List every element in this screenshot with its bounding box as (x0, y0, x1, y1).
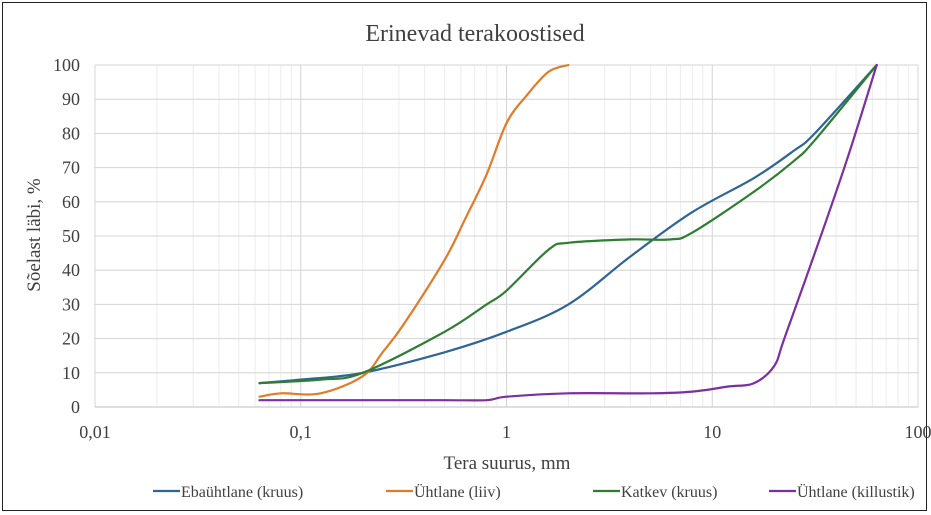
y-tick-label: 90 (62, 89, 80, 109)
legend-label: Ühtlane (liiv) (414, 483, 501, 501)
x-tick-labels: 0,01 0,1 1 10 100 (79, 422, 931, 442)
y-axis-label: Sõelast läbi, % (24, 178, 45, 292)
y-tick-labels: 0 10 20 30 40 50 60 70 80 90 100 (53, 55, 80, 417)
series-line-3 (258, 63, 878, 385)
y-tick-label: 70 (62, 158, 80, 178)
x-axis-label: Tera suurus, mm (444, 453, 571, 474)
legend-label: Katkev (kruus) (621, 484, 717, 501)
x-tick-label: 0,01 (79, 422, 111, 442)
x-tick-label: 10 (703, 422, 721, 442)
grid (94, 64, 919, 408)
series-lines (258, 63, 878, 402)
y-tick-label: 100 (53, 55, 80, 75)
y-tick-label: 80 (62, 123, 80, 143)
series-line-2 (258, 63, 570, 398)
x-tick-label: 0,1 (290, 422, 313, 442)
y-tick-label: 30 (62, 294, 80, 314)
x-tick-label: 100 (905, 422, 931, 442)
series-line-4 (258, 63, 878, 402)
y-tick-label: 0 (71, 397, 80, 417)
legend-label: Ühtlane (killustik) (797, 483, 915, 501)
x-tick-label: 1 (502, 422, 511, 442)
y-tick-label: 50 (62, 226, 80, 246)
legend-label: Ebaühtlane (kruus) (181, 484, 303, 501)
y-tick-label: 40 (62, 260, 80, 280)
y-tick-label: 60 (62, 192, 80, 212)
y-tick-label: 10 (62, 363, 80, 383)
y-tick-label: 20 (62, 329, 80, 349)
chart-title: Erinevad terakoostised (365, 21, 584, 47)
legend: Ebaühtlane (kruus) Ühtlane (liiv) Katkev (… (153, 483, 915, 501)
